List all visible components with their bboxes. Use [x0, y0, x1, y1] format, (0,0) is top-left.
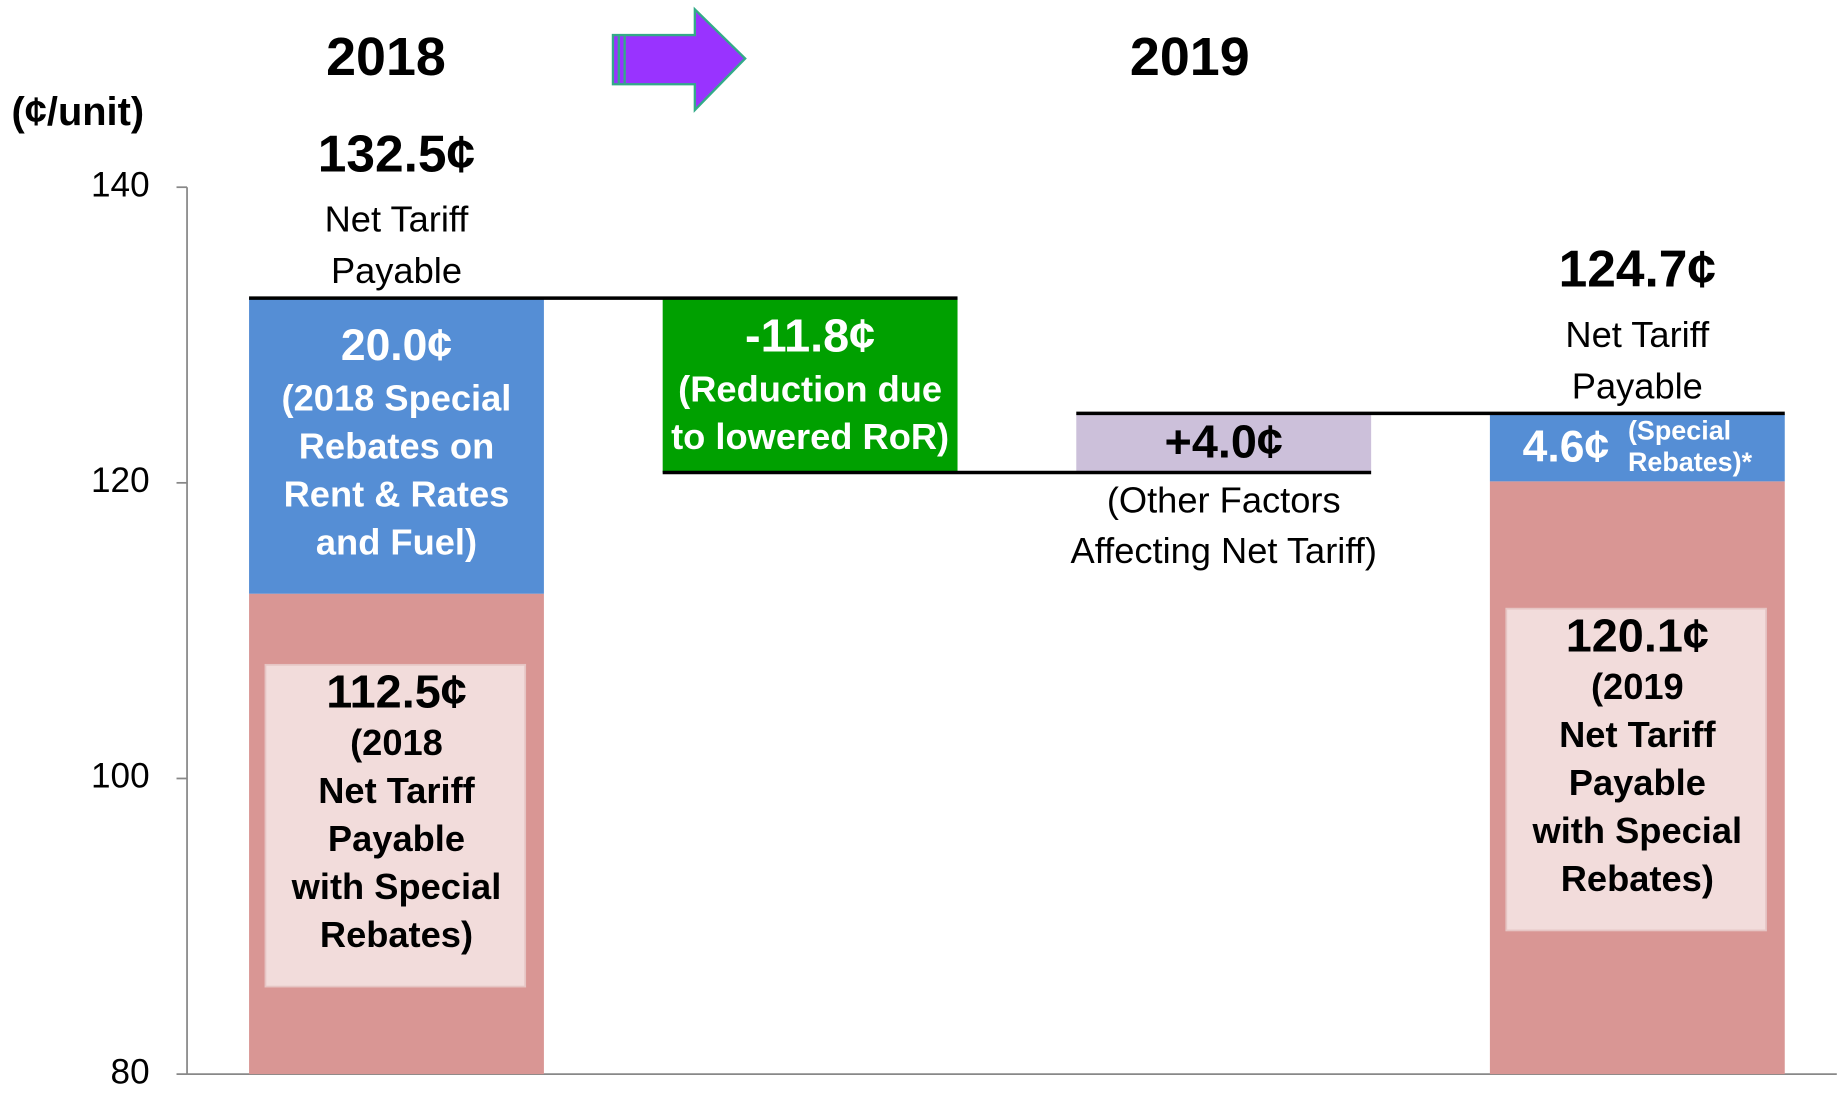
total-caption: Payable: [1572, 365, 1703, 406]
y-tick-label: 140: [91, 165, 150, 204]
arrow-icon: [611, 6, 747, 113]
segment-caption: Payable: [1569, 762, 1706, 803]
segment-label: 112.5¢: [326, 666, 467, 718]
segment-caption: and Fuel): [316, 522, 477, 563]
segment-caption: (Special: [1628, 415, 1731, 445]
segment-caption: Rebates): [1561, 858, 1714, 899]
bar: [1076, 413, 1372, 473]
year-header: 2018: [326, 27, 446, 87]
bar: [662, 298, 958, 473]
bar-caption: Affecting Net Tariff): [1071, 530, 1377, 571]
bar-caption: to lowered RoR): [671, 416, 949, 457]
total-caption: Payable: [331, 250, 462, 291]
label-box: [1505, 607, 1767, 932]
bar-caption: (Reduction due: [678, 368, 942, 409]
bar-label: +4.0¢: [1165, 416, 1283, 468]
label-box: [264, 663, 527, 988]
total-label: 124.7¢: [1559, 240, 1716, 298]
bar-segment: [249, 298, 544, 594]
total-label: 132.5¢: [318, 124, 475, 182]
total-caption: Net Tariff: [325, 199, 470, 240]
segment-caption: Rebates)*: [1628, 447, 1753, 477]
year-header: 2019: [1130, 27, 1250, 87]
segment-label: 120.1¢: [1566, 609, 1709, 661]
segment-caption: Rebates on: [299, 426, 494, 467]
segment-caption: Rebates): [320, 914, 473, 955]
segment-caption: with Special: [291, 866, 502, 907]
total-caption: Net Tariff: [1565, 314, 1710, 355]
bar-segment: [1489, 413, 1785, 482]
y-axis-label: (¢/unit): [12, 90, 145, 134]
segment-caption: (2018: [350, 722, 443, 763]
segment-caption: Rent & Rates: [284, 474, 510, 515]
segment-caption: Payable: [328, 818, 465, 859]
segment-label: 4.6¢: [1523, 422, 1610, 471]
bar-caption: (Other Factors: [1107, 479, 1341, 520]
segment-caption: Net Tariff: [318, 770, 475, 811]
bar-label: -11.8¢: [745, 309, 875, 361]
y-tick-label: 80: [111, 1052, 150, 1091]
segment-caption: with Special: [1532, 810, 1743, 851]
y-tick-label: 100: [91, 757, 150, 796]
segment-caption: Net Tariff: [1559, 714, 1716, 755]
y-tick-label: 120: [91, 461, 150, 500]
segment-label: 20.0¢: [341, 321, 452, 370]
segment-caption: (2018 Special: [282, 378, 512, 419]
segment-caption: (2019: [1591, 666, 1684, 707]
